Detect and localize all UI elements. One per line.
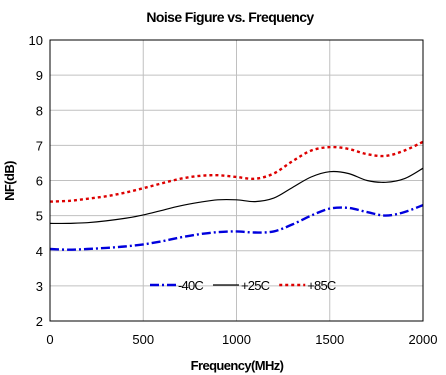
series-line-1 [49,167,424,225]
plot-frame [49,39,424,322]
y-tick-label: 5 [36,209,43,224]
y-tick-label: 10 [29,33,43,48]
x-tick-labels: 0 500 1000 1500 2000 [46,332,437,347]
x-axis-label: Frequency(MHz) [191,358,284,373]
y-tick-label: 8 [36,103,43,118]
y-tick-label: 2 [36,314,43,329]
x-tick-label: 2000 [409,332,438,347]
series-line-2 [49,140,424,203]
series-line-0 [49,203,424,251]
x-tick-label: 1000 [222,332,251,347]
legend-label-2: +85C [307,278,336,293]
x-tick-label: 500 [132,332,154,347]
y-tick-label: 7 [36,138,43,153]
x-tick-label: 1500 [315,332,344,347]
y-axis-label: NF(dB) [2,161,17,201]
legend-label-1: +25C [241,278,270,293]
series-layer [49,140,424,251]
y-tick-label: 4 [36,244,43,259]
legend: -40C +25C +85C [150,278,337,293]
chart-title: Noise Figure vs. Frequency [146,9,314,25]
x-tick-label: 0 [46,332,53,347]
y-tick-label: 9 [36,68,43,83]
y-tick-label: 6 [36,174,43,189]
y-tick-labels: 2 3 4 5 6 7 8 9 10 [29,33,43,329]
y-tick-label: 3 [36,279,43,294]
legend-label-0: -40C [178,278,203,293]
